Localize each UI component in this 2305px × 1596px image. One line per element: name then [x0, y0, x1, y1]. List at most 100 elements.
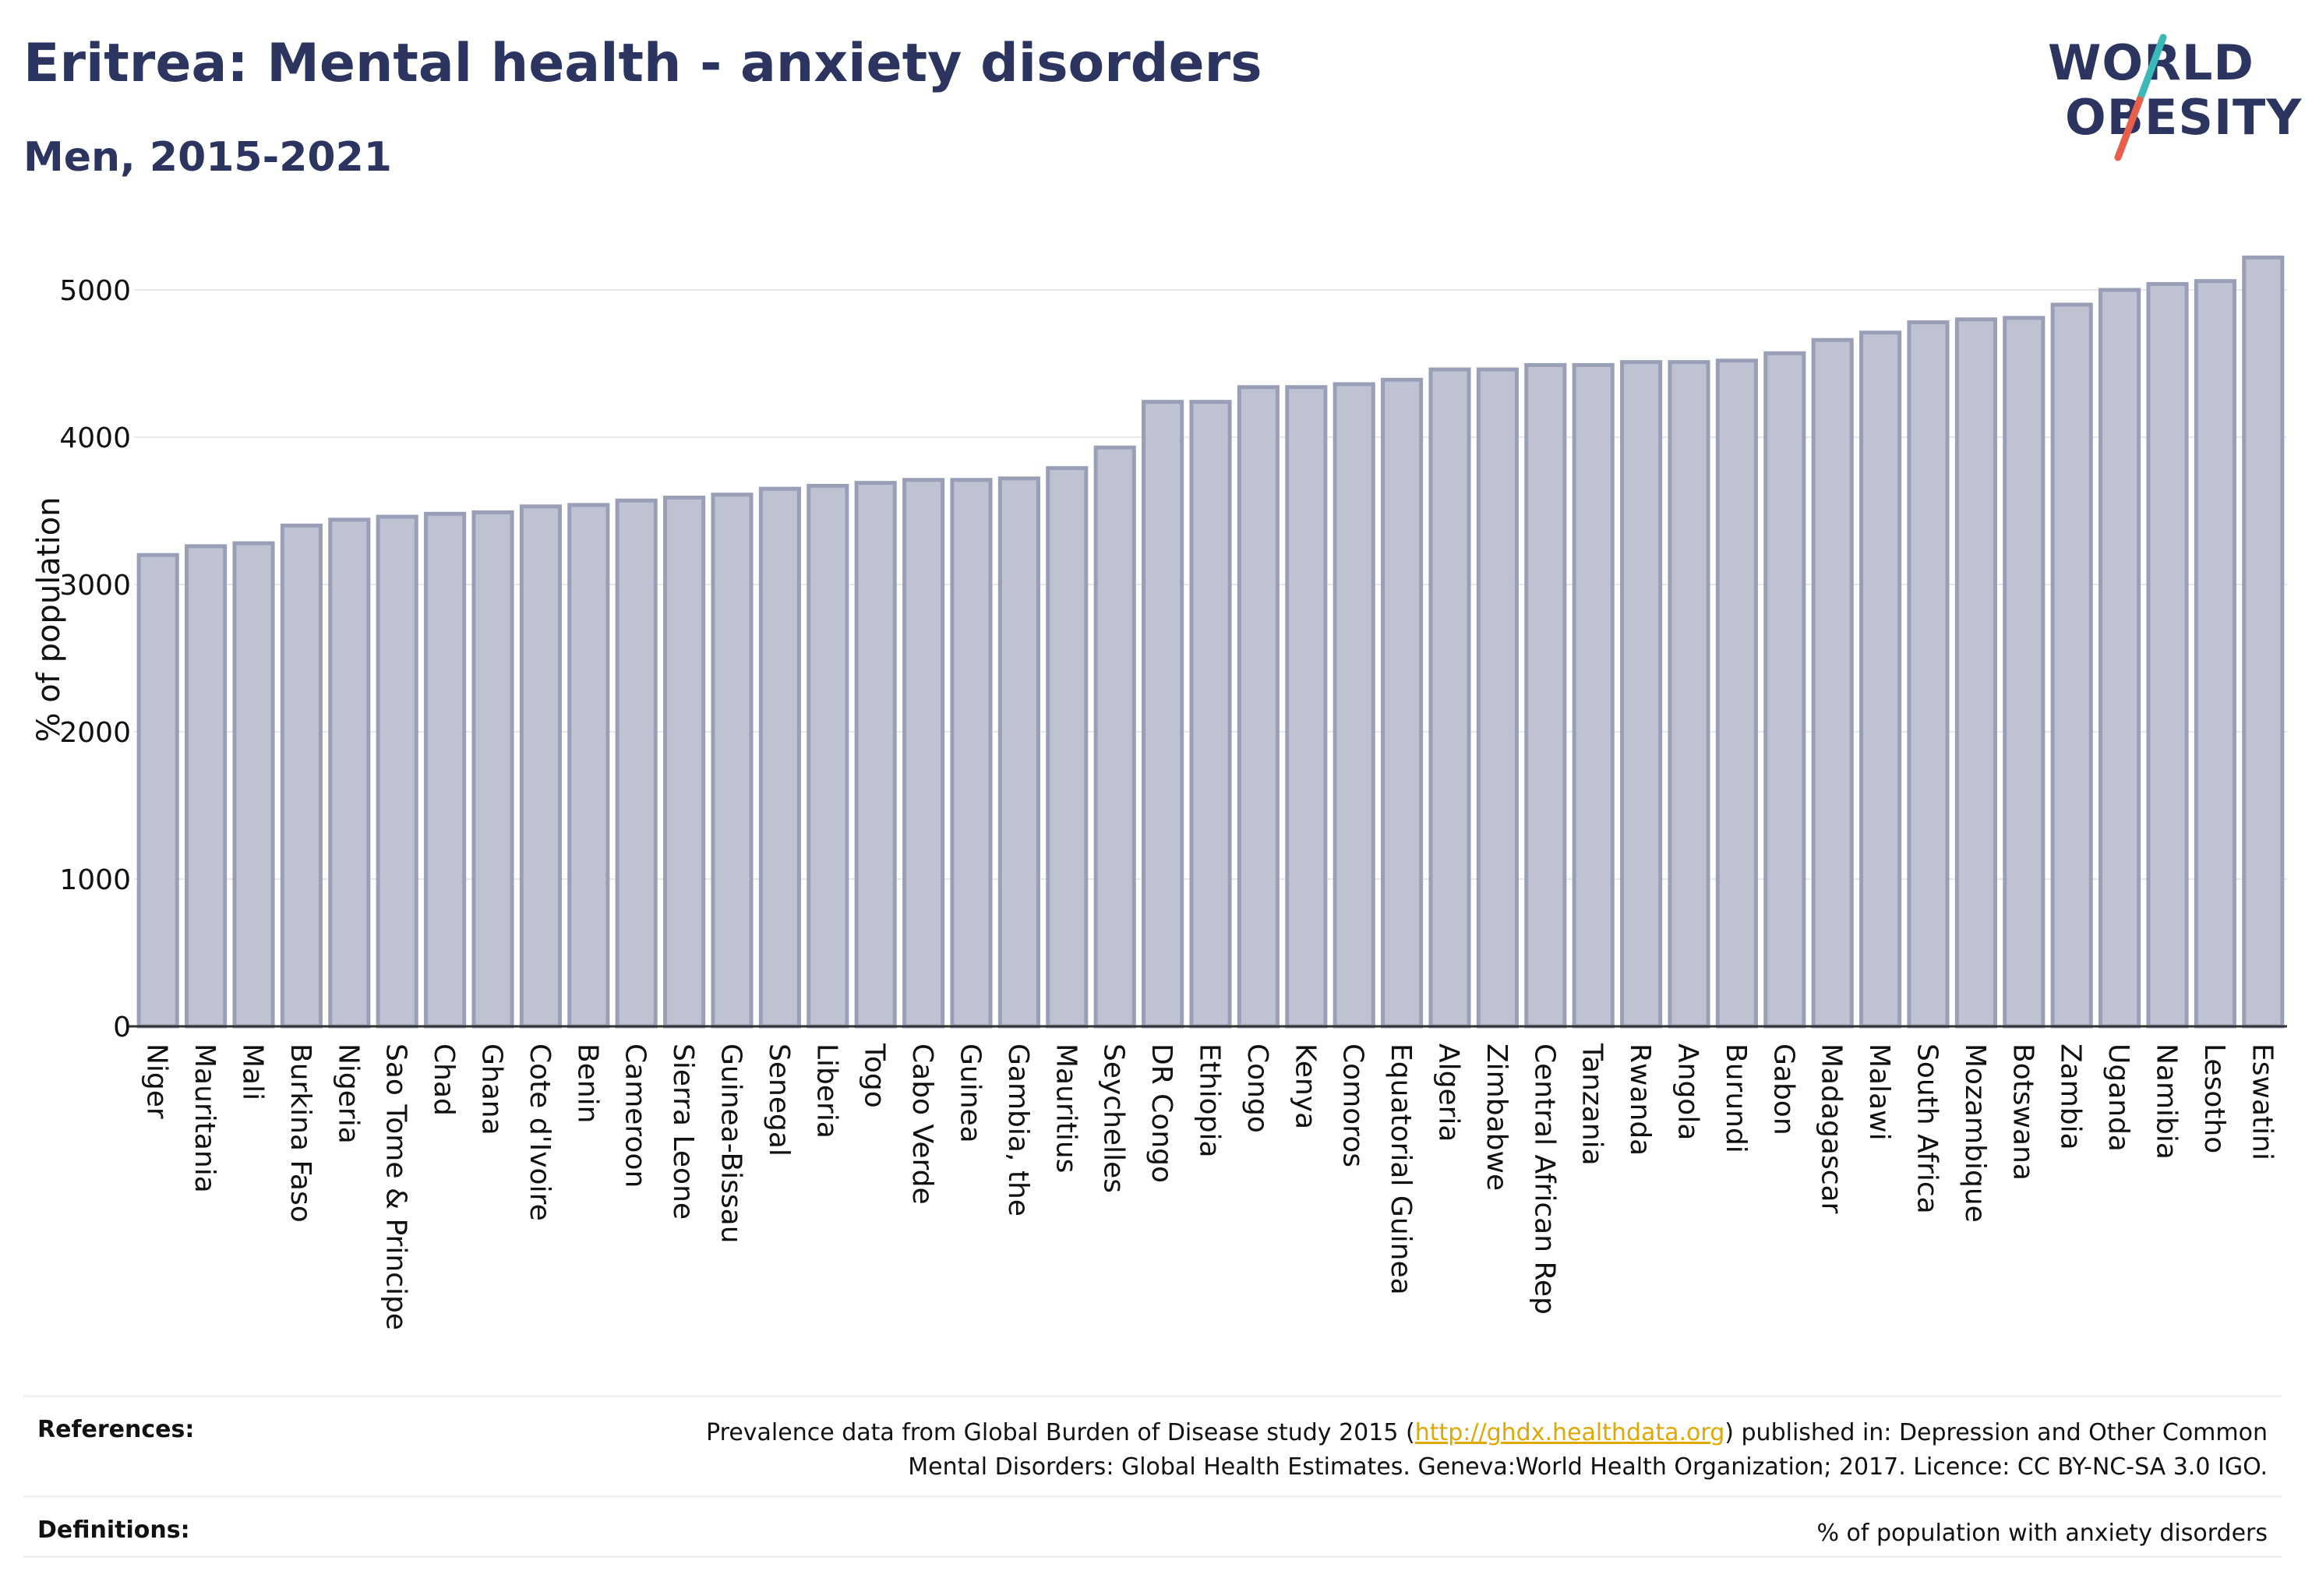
- x-tick-label: Madagascar: [1816, 1043, 1848, 1214]
- bar: [2242, 255, 2285, 1029]
- bar: [1381, 377, 1424, 1029]
- y-tick-label: 3000: [59, 570, 131, 602]
- y-tick-label: 0: [113, 1012, 131, 1043]
- x-tick-label: Cameroon: [619, 1043, 651, 1188]
- bar: [902, 478, 945, 1029]
- bar: [663, 495, 706, 1029]
- x-tick-label: DR Congo: [1145, 1043, 1177, 1183]
- x-tick-label: Seychelles: [1098, 1043, 1130, 1193]
- bar: [1715, 358, 1758, 1029]
- x-tick-label: Ghana: [476, 1043, 508, 1135]
- bar: [567, 503, 610, 1029]
- x-tick-label: Lesotho: [2198, 1043, 2230, 1153]
- bar: [758, 486, 801, 1029]
- bar: [1620, 360, 1663, 1029]
- x-tick-label: Sierra Leone: [667, 1043, 699, 1220]
- bar: [711, 493, 754, 1029]
- x-tick-label: Mozambique: [1959, 1043, 1991, 1223]
- references-text: Prevalence data from Global Burden of Di…: [706, 1416, 2268, 1485]
- bar: [1189, 400, 1232, 1029]
- x-tick-label: Uganda: [2102, 1043, 2134, 1152]
- bar: [1668, 360, 1710, 1029]
- x-tick-label: Chad: [428, 1043, 460, 1116]
- x-tick-labels: Niger Mauritania Mali Burkina Faso Nigeria Sa…: [141, 1043, 2279, 1330]
- logo-slash-icon: [2114, 34, 2167, 161]
- x-tick-label: Congo: [1241, 1043, 1273, 1133]
- bar: [615, 498, 658, 1029]
- x-tick-label: Rwanda: [1624, 1043, 1656, 1156]
- logo-line-2: OBESITY: [2065, 89, 2303, 146]
- bar: [997, 476, 1040, 1029]
- x-tick-label: Togo: [859, 1043, 891, 1108]
- definitions-text: % of population with anxiety disorders: [1816, 1520, 2268, 1547]
- x-tick-label: Namibia: [2151, 1043, 2183, 1160]
- x-tick-label: Senegal: [763, 1043, 795, 1156]
- references-row: References: Prevalence data from Global …: [23, 1395, 2282, 1495]
- bar: [519, 504, 562, 1029]
- bar: [280, 523, 323, 1029]
- y-tick-labels: 0 1000 2000 3000 4000 5000: [59, 275, 131, 1043]
- bar: [328, 517, 371, 1029]
- bar: [471, 510, 514, 1029]
- x-tick-label: Mauritania: [189, 1043, 221, 1193]
- x-tick-label: Gabon: [1767, 1043, 1799, 1135]
- y-tick-label: 4000: [59, 422, 131, 454]
- bar: [1763, 351, 1806, 1029]
- definitions-label: Definitions:: [37, 1517, 190, 1544]
- bar: [2050, 302, 2093, 1029]
- x-tick-label: Eswatini: [2246, 1043, 2278, 1160]
- bar: [1093, 445, 1136, 1029]
- x-tick-label: Zimbabwe: [1481, 1043, 1513, 1191]
- x-tick-label: Angola: [1672, 1043, 1704, 1140]
- bar: [1046, 466, 1089, 1029]
- x-tick-label: Niger: [141, 1043, 173, 1119]
- chart-title: Eritrea: Mental health - anxiety disorde…: [23, 33, 1262, 94]
- x-tick-label: Benin: [571, 1043, 603, 1123]
- bar: [854, 481, 897, 1029]
- x-tick-label: Liberia: [810, 1043, 842, 1139]
- x-tick-label: Tanzania: [1576, 1043, 1608, 1166]
- bar: [1285, 385, 1328, 1029]
- x-tick-label: Botswana: [2007, 1043, 2038, 1181]
- bar: [1954, 317, 1997, 1029]
- bar: [1859, 330, 1902, 1029]
- y-tick-label: 5000: [59, 275, 131, 307]
- bar: [2146, 281, 2189, 1029]
- x-tick-label: Cote d'Ivoire: [524, 1043, 556, 1221]
- x-tick-label: Kenya: [1289, 1043, 1321, 1129]
- bar: [2099, 288, 2141, 1029]
- bar: [1428, 367, 1471, 1029]
- x-tick-label: Zambia: [2055, 1043, 2087, 1150]
- x-tick-label: Sao Tome & Principe: [380, 1043, 412, 1330]
- references-line-2: Mental Disorders: Global Health Estimate…: [908, 1453, 2268, 1481]
- bar: [185, 544, 228, 1029]
- bar: [376, 514, 418, 1029]
- bar: [2194, 279, 2236, 1029]
- footer-references: References: Prevalence data from Global …: [23, 1395, 2282, 1560]
- y-axis-label: % of population: [31, 497, 67, 743]
- world-obesity-logo: WORLD OBESITY: [2034, 31, 2301, 164]
- x-tick-label: Algeria: [1433, 1043, 1465, 1142]
- x-tick-label: Malawi: [1863, 1043, 1895, 1141]
- bar: [1524, 362, 1567, 1029]
- x-tick-label: Cabo Verde: [906, 1043, 938, 1205]
- x-tick-label: Guinea-Bissau: [715, 1043, 747, 1244]
- bar: [1142, 400, 1184, 1029]
- bar: [424, 511, 467, 1029]
- bar: [1476, 367, 1519, 1029]
- x-tick-label: South Africa: [1911, 1043, 1943, 1214]
- bar: [2003, 316, 2046, 1029]
- x-tick-label: Equatorial Guinea: [1385, 1043, 1417, 1295]
- bar: [1811, 337, 1854, 1029]
- bars: [136, 255, 2285, 1029]
- bar: [950, 478, 993, 1029]
- references-link[interactable]: http://ghdx.healthdata.org: [1414, 1419, 1725, 1446]
- x-tick-label: Central African Rep: [1528, 1043, 1560, 1315]
- references-text-after: ) published in: Depression and Other Com…: [1724, 1419, 2268, 1446]
- x-tick-label: Burkina Faso: [284, 1043, 316, 1223]
- x-tick-label: Mauritius: [1050, 1043, 1082, 1173]
- x-tick-label: Comoros: [1337, 1043, 1369, 1167]
- footer-bottom-rule: [23, 1555, 2282, 1558]
- bar: [1237, 385, 1280, 1029]
- bar: [232, 541, 275, 1029]
